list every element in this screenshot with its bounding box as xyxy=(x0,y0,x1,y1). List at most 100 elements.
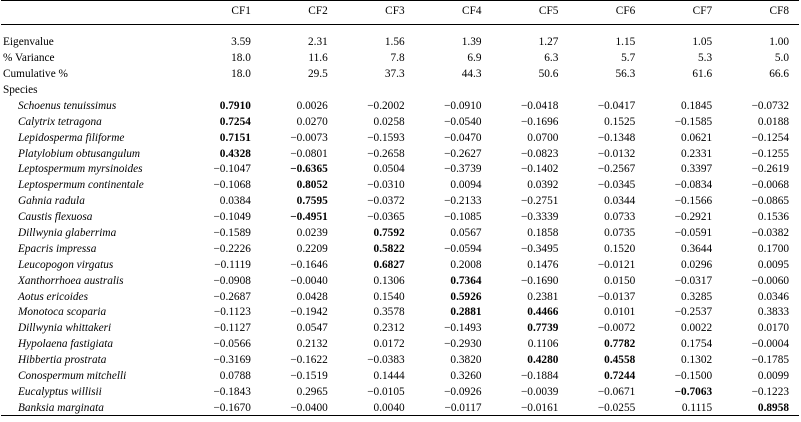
value-cell-cf7: −0.0834 xyxy=(674,179,713,192)
value-cell-cf3: 0.1306 xyxy=(373,274,405,287)
header-rule xyxy=(1,24,799,25)
value-cell-cf6: 0.0733 xyxy=(604,211,636,224)
value-cell-cf5: −0.3495 xyxy=(520,242,559,255)
value-cell-cf2: 2.31 xyxy=(307,36,328,49)
value-cell-cf6: 0.1520 xyxy=(604,242,636,255)
value-cell-cf6: −0.0121 xyxy=(597,258,636,271)
value-cell-cf6: −0.0417 xyxy=(597,99,636,112)
value-cell-cf5: −0.0039 xyxy=(520,385,559,398)
value-cell-cf8: 0.1536 xyxy=(757,211,789,224)
species-name: Conospermum mitchelli xyxy=(18,370,127,382)
value-cell-cf4: 0.2008 xyxy=(450,258,482,271)
row-label: % Variance xyxy=(3,52,55,65)
value-cell-cf3: 0.6827 xyxy=(373,258,405,271)
row-label: Eigenvalue xyxy=(3,36,54,49)
value-cell-cf5: −0.0161 xyxy=(520,401,559,414)
value-cell-cf6: 0.7782 xyxy=(604,338,636,351)
value-cell-cf3: 0.0172 xyxy=(373,338,405,351)
value-cell-cf7: −0.1500 xyxy=(674,370,713,382)
bottom-rule xyxy=(1,415,799,416)
value-cell-cf1: 18.0 xyxy=(231,52,251,65)
value-cell-cf3: −0.0365 xyxy=(367,211,405,224)
value-cell-cf6: −0.0072 xyxy=(597,322,636,335)
value-cell-cf4: 0.3260 xyxy=(450,370,482,382)
value-cell-cf5: 1.27 xyxy=(538,36,559,49)
summary-row: Cumulative % 18.0 29.5 37.3 44.3 50.6 56.3 61.6… xyxy=(0,67,801,83)
value-cell-cf7: −0.1585 xyxy=(674,115,713,128)
value-cell-cf2: −0.0040 xyxy=(290,274,328,287)
value-cell-cf2: 0.0026 xyxy=(296,99,328,112)
value-cell-cf3: 0.0040 xyxy=(373,401,405,414)
species-row: Epacris impressa −0.2226 0.2209 0.5822 −0.05… xyxy=(0,242,801,258)
value-cell-cf7: 0.1115 xyxy=(681,401,713,414)
column-header-cf4: CF4 xyxy=(462,5,482,17)
species-name: Banksia marginata xyxy=(18,401,104,414)
value-cell-cf8: 0.0170 xyxy=(757,322,789,335)
value-cell-cf4: −0.0117 xyxy=(444,401,482,414)
value-cell-cf7: 61.6 xyxy=(692,68,713,81)
row-label: Cumulative % xyxy=(3,68,68,81)
value-cell-cf1: 0.7910 xyxy=(219,99,251,112)
value-cell-cf5: 0.0700 xyxy=(527,131,559,144)
value-cell-cf7: 0.2331 xyxy=(681,147,713,160)
summary-row: Eigenvalue 3.59 2.31 1.56 1.39 1.27 1.15 1.05 1.… xyxy=(0,35,801,51)
value-cell-cf2: 0.0239 xyxy=(296,226,328,239)
value-cell-cf4: 0.3820 xyxy=(450,354,482,367)
species-row: Xanthorrhoea australis −0.0908 −0.0040 0.13… xyxy=(0,273,801,289)
value-cell-cf8: −0.0382 xyxy=(751,226,789,239)
value-cell-cf1: 0.7151 xyxy=(219,131,251,144)
value-cell-cf4: 0.0567 xyxy=(450,226,482,239)
species-row: Gahnia radula 0.0384 0.7595 −0.0372 −0.2133 −… xyxy=(0,194,801,210)
value-cell-cf6: −0.1348 xyxy=(597,131,636,144)
value-cell-cf5: −0.3339 xyxy=(520,211,559,224)
value-cell-cf8: 0.0095 xyxy=(757,258,789,271)
value-cell-cf1: 18.0 xyxy=(231,68,251,81)
value-cell-cf8: −0.0060 xyxy=(751,274,789,287)
value-cell-cf8: 0.0099 xyxy=(757,370,789,382)
column-header-cf8: CF8 xyxy=(769,5,789,17)
species-row: Schoenus tenuissimus 0.7910 0.0026 −0.2002 −… xyxy=(0,99,801,115)
value-cell-cf8: 0.3833 xyxy=(757,306,789,319)
value-cell-cf1: −0.3169 xyxy=(213,354,251,367)
species-name: Platylobium obtusangulum xyxy=(18,147,141,160)
value-cell-cf3: 0.5822 xyxy=(373,242,405,255)
species-name: Epacris impressa xyxy=(18,242,97,255)
value-cell-cf4: 0.2881 xyxy=(450,306,482,319)
column-header-cf1: CF1 xyxy=(231,5,251,17)
value-cell-cf2: −0.0073 xyxy=(290,131,328,144)
value-cell-cf1: 0.0788 xyxy=(219,370,251,382)
value-cell-cf6: 0.0735 xyxy=(604,226,636,239)
value-cell-cf1: −0.1670 xyxy=(213,401,251,414)
value-cell-cf4: −0.3739 xyxy=(444,163,482,176)
species-row: Calytrix tetragona 0.7254 0.0270 0.0258 −0.0… xyxy=(0,114,801,130)
value-cell-cf3: 0.1540 xyxy=(373,290,405,303)
species-row: Aotus ericoides −0.2687 0.0428 0.1540 0.5926… xyxy=(0,289,801,305)
value-cell-cf1: 3.59 xyxy=(231,36,251,49)
value-cell-cf5: 6.3 xyxy=(544,52,559,65)
value-cell-cf7: −0.2537 xyxy=(674,306,713,319)
value-cell-cf2: −0.1622 xyxy=(290,354,328,367)
value-cell-cf8: 0.1700 xyxy=(757,242,789,255)
value-cell-cf5: 0.7739 xyxy=(527,322,559,335)
value-cell-cf5: 0.4280 xyxy=(527,354,559,367)
value-cell-cf7: −0.2921 xyxy=(674,211,713,224)
value-cell-cf8: −0.1255 xyxy=(751,147,789,160)
value-cell-cf7: 0.3285 xyxy=(681,290,713,303)
value-cell-cf1: −0.1049 xyxy=(213,211,251,224)
value-cell-cf4: 6.9 xyxy=(467,52,482,65)
value-cell-cf3: 0.2312 xyxy=(373,322,405,335)
species-name: Hypolaena fastigiata xyxy=(18,338,114,351)
value-cell-cf5: 50.6 xyxy=(538,68,559,81)
species-name: Leptospermum myrsinoides xyxy=(18,163,143,176)
value-cell-cf7: 0.3397 xyxy=(681,163,713,176)
value-cell-cf8: 0.8958 xyxy=(757,401,789,414)
value-cell-cf2: −0.1519 xyxy=(290,370,328,382)
value-cell-cf3: 1.56 xyxy=(384,36,405,49)
species-row: Lepidosperma filiforme 0.7151 −0.0073 −0.15… xyxy=(0,130,801,146)
value-cell-cf7: 0.3644 xyxy=(681,242,713,255)
value-cell-cf2: 0.0428 xyxy=(296,290,328,303)
value-cell-cf8: −0.2619 xyxy=(751,163,789,176)
value-cell-cf5: −0.0823 xyxy=(520,147,559,160)
value-cell-cf1: −0.1119 xyxy=(214,258,251,271)
